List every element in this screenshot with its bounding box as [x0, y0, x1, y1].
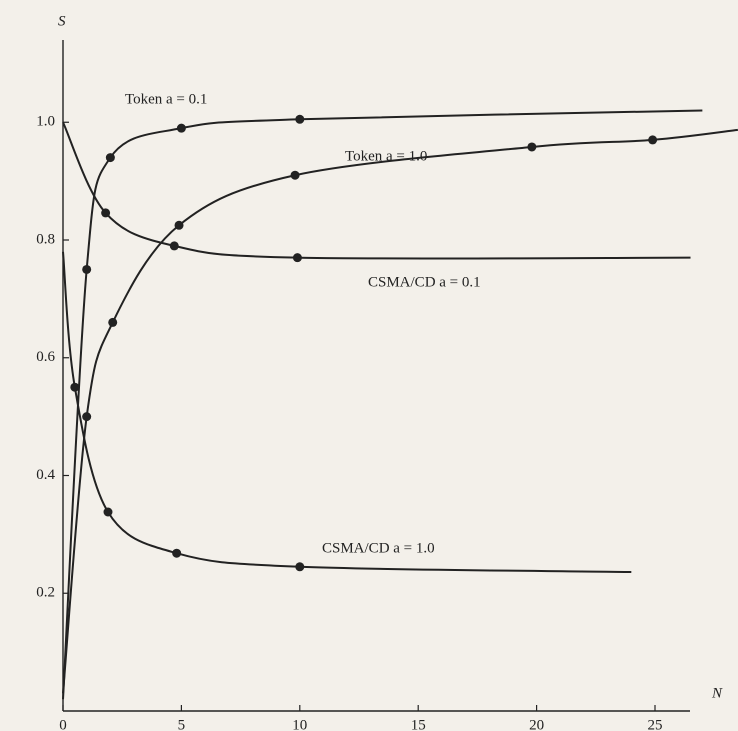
x-tick-label: 25 [648, 717, 663, 731]
series-line [63, 110, 702, 699]
data-point [106, 153, 115, 162]
x-tick-label: 5 [178, 717, 186, 731]
x-tick-label: 15 [411, 717, 426, 731]
series-label: CSMA/CD a = 1.0 [322, 540, 435, 556]
data-point [108, 318, 117, 327]
x-tick-label: 20 [529, 717, 544, 731]
data-point [177, 124, 186, 133]
data-point [172, 549, 181, 558]
series-line [63, 130, 738, 693]
y-tick-label: 0.6 [36, 349, 55, 365]
chart: S N 0 5 10 15 20 25 0.2 0.4 0.6 0.8 1.0 Token a = 0… [0, 0, 738, 731]
x-tick-label: 0 [59, 717, 67, 731]
y-axis-label: S [58, 13, 66, 29]
series-line [63, 252, 631, 572]
data-point [527, 142, 536, 151]
data-point [648, 135, 657, 144]
data-point [82, 412, 91, 421]
data-point [295, 115, 304, 124]
data-point [293, 253, 302, 262]
data-point [175, 221, 184, 230]
data-point [101, 208, 110, 217]
series-label: Token a = 1.0 [345, 148, 427, 164]
data-point [70, 383, 79, 392]
data-point [295, 562, 304, 571]
y-tick-label: 0.4 [36, 467, 55, 483]
data-point [291, 171, 300, 180]
x-axis-label: N [711, 685, 723, 701]
data-point [170, 241, 179, 250]
series-label: CSMA/CD a = 0.1 [368, 274, 481, 290]
y-tick-label: 0.2 [36, 585, 55, 601]
series-label: Token a = 0.1 [125, 91, 207, 107]
x-tick-label: 10 [292, 717, 307, 731]
y-tick-label: 1.0 [36, 114, 55, 130]
data-point [82, 265, 91, 274]
y-tick-label: 0.8 [36, 231, 55, 247]
data-point [103, 508, 112, 517]
